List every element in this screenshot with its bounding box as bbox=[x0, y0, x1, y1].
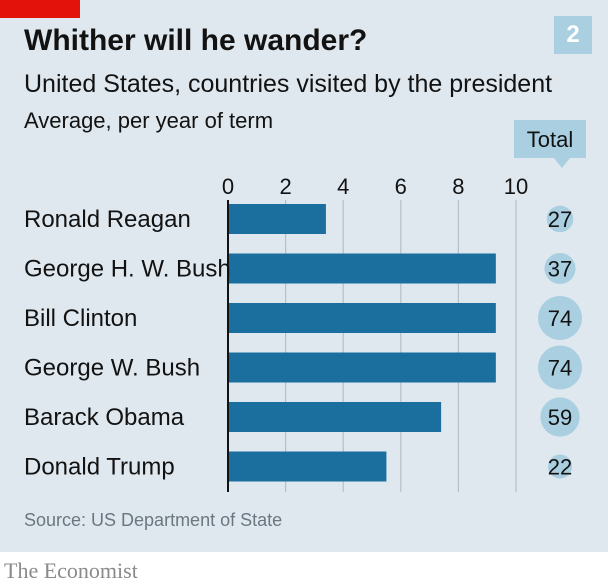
chart-number-badge: 2 bbox=[554, 16, 592, 54]
chart-subnote: Average, per year of term bbox=[24, 108, 274, 133]
bars bbox=[228, 204, 496, 482]
total-bubble bbox=[544, 252, 576, 285]
x-tick-label: 10 bbox=[504, 174, 528, 199]
category-label: Ronald Reagan bbox=[24, 206, 191, 233]
total-value: 27 bbox=[548, 207, 572, 232]
total-bubbles: 27 37 74 74 59 22 bbox=[538, 205, 582, 480]
category-label: George H. W. Bush bbox=[24, 256, 231, 283]
total-value: 22 bbox=[548, 455, 572, 480]
total-bubble bbox=[538, 296, 582, 340]
x-tick-labels: 0 2 4 6 8 10 bbox=[222, 174, 528, 199]
economist-logo-text: The Economist bbox=[4, 558, 138, 583]
x-tick-label: 2 bbox=[279, 174, 291, 199]
category-label: Barack Obama bbox=[24, 404, 185, 431]
category-labels: Ronald Reagan George H. W. Bush Bill Clint… bbox=[24, 206, 231, 481]
bar bbox=[228, 204, 326, 234]
bar bbox=[228, 303, 496, 333]
x-tick-label: 6 bbox=[395, 174, 407, 199]
bar bbox=[228, 451, 387, 482]
total-bubble bbox=[546, 205, 574, 233]
total-value: 74 bbox=[548, 356, 572, 381]
chart-subtitle: United States, countries visited by the … bbox=[24, 70, 553, 98]
total-header-box bbox=[514, 120, 586, 168]
gridlines bbox=[285, 200, 517, 492]
category-label: Donald Trump bbox=[24, 454, 175, 481]
total-header: Total bbox=[514, 120, 586, 168]
category-label: George W. Bush bbox=[24, 355, 200, 382]
total-value: 59 bbox=[548, 405, 572, 430]
total-header-label: Total bbox=[527, 127, 573, 152]
total-bubble bbox=[548, 454, 572, 479]
bar bbox=[228, 253, 496, 284]
x-tick-label: 0 bbox=[222, 174, 234, 199]
x-tick-label: 4 bbox=[337, 174, 349, 199]
total-bubble bbox=[538, 345, 582, 390]
x-tick-label: 8 bbox=[452, 174, 464, 199]
total-value: 74 bbox=[548, 306, 572, 331]
source-note: Source: US Department of State bbox=[24, 510, 283, 530]
brand-red-tag bbox=[0, 0, 80, 18]
bar-chart: 0 2 4 6 8 10 Ronald Reagan George H. W. Bush Bi… bbox=[24, 120, 586, 492]
total-bubble bbox=[540, 397, 580, 437]
chart-title: Whither will he wander? bbox=[24, 24, 368, 57]
bar bbox=[228, 352, 496, 383]
bar bbox=[228, 402, 442, 432]
category-label: Bill Clinton bbox=[24, 305, 137, 332]
total-value: 37 bbox=[548, 257, 572, 282]
